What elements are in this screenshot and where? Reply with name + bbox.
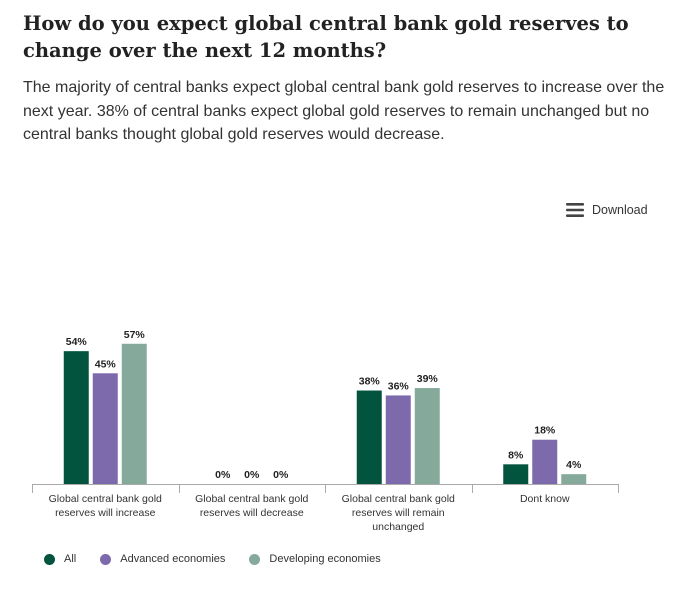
legend-dot-icon [100,553,112,565]
data-label: 45% [95,358,117,370]
legend-dot-icon [249,553,261,565]
category-label: Global central bank gold reserves will re… [342,493,455,533]
data-label: 0% [273,469,289,481]
legend-label: All [64,553,77,565]
data-label: 36% [388,380,410,392]
chart-subtitle: The majority of central banks expect glo… [23,79,665,143]
bar [561,474,587,484]
data-label: 18% [534,425,556,437]
data-label: 0% [215,469,231,481]
data-label: 57% [124,329,146,341]
legend-item[interactable]: Developing economies [249,553,381,565]
chart-title: How do you expect global central bank go… [23,12,629,62]
data-label: 39% [417,373,439,385]
bar [532,439,558,484]
category-label: Global central bank gold reserves will in… [49,493,162,519]
legend-item[interactable]: Advanced economies [100,553,225,565]
hamburger-menu-icon [566,203,584,217]
data-label: 0% [244,469,260,481]
bar [121,343,147,484]
data-label: 4% [566,459,582,471]
legend-label: Advanced economies [120,553,226,565]
download-label: Download [592,203,648,217]
bar [92,373,118,484]
data-label: 8% [508,449,524,461]
category-label: Dont know [520,493,570,505]
category-label: Global central bank gold reserves will de… [195,493,308,519]
data-label: 54% [66,336,88,348]
bar [63,351,89,484]
chart-legend: All Advanced economies Developing economie… [44,553,405,565]
legend-dot-icon [44,553,55,565]
bar [503,464,529,484]
download-button[interactable]: Download [566,200,648,220]
bar [356,390,382,484]
legend-label: Developing economies [269,553,381,565]
bar [414,388,440,484]
legend-item[interactable]: All [44,553,76,565]
bar [385,395,411,484]
data-label: 38% [359,376,381,388]
